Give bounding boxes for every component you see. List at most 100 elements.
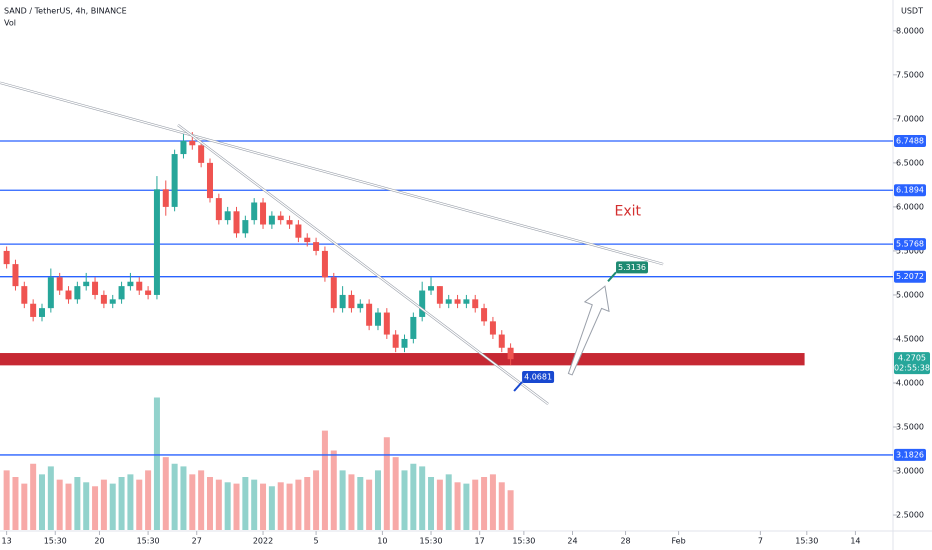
volume-bar xyxy=(366,479,373,530)
x-tick-label: 15:30 xyxy=(44,537,67,546)
x-tick-label: 24 xyxy=(567,537,577,546)
level-label: 6.1894 xyxy=(896,186,924,195)
level-tag xyxy=(894,238,926,251)
candle-body xyxy=(277,215,284,221)
volume-bar xyxy=(180,466,187,530)
volume-bar xyxy=(233,483,240,530)
candle-body xyxy=(463,299,470,304)
exit-label: Exit xyxy=(614,203,641,219)
candle-body xyxy=(162,189,169,207)
candle-body xyxy=(348,294,355,309)
volume-bar xyxy=(481,477,488,530)
volume-bar xyxy=(12,477,19,530)
volume-bar xyxy=(454,482,461,530)
price-label-pointer xyxy=(513,381,523,392)
candle-body xyxy=(410,316,417,339)
candle-body xyxy=(445,299,452,304)
candle-body xyxy=(472,299,479,309)
volume-bar xyxy=(136,479,143,530)
volume-bar xyxy=(83,482,90,530)
candle-body xyxy=(401,338,408,348)
currency-label: USDT xyxy=(901,7,923,16)
countdown: 02:55:38 xyxy=(894,364,930,373)
candle-body xyxy=(454,299,461,304)
price-label-box xyxy=(616,261,649,274)
level-label: 5.5768 xyxy=(896,240,924,249)
candle-body xyxy=(428,286,435,291)
candle-body xyxy=(233,211,240,234)
price-label-pointer xyxy=(607,271,617,282)
level-label: 6.7488 xyxy=(896,136,924,145)
x-tick-label: 7 xyxy=(758,537,763,546)
candle-body xyxy=(489,321,496,335)
y-tick-label: 5.0000 xyxy=(896,290,924,299)
volume-bar xyxy=(109,483,116,530)
y-tick-label: 4.5000 xyxy=(896,334,924,343)
x-tick-label: 28 xyxy=(620,537,630,546)
candle-body xyxy=(215,198,222,221)
candle-body xyxy=(3,250,10,265)
candle-body xyxy=(74,286,81,300)
candle-body xyxy=(286,220,293,225)
volume-bar xyxy=(463,483,470,530)
x-tick-label: 15:30 xyxy=(512,537,535,546)
candle-body xyxy=(83,281,90,287)
volume-bar xyxy=(330,450,337,530)
candle-body xyxy=(392,334,399,348)
price-label-box xyxy=(522,370,555,383)
last-price-tag xyxy=(894,352,930,375)
volume-bar xyxy=(3,470,10,530)
volume-bar xyxy=(242,477,249,530)
volume-bar xyxy=(286,483,293,530)
arrow xyxy=(567,285,610,376)
volume-bar xyxy=(74,477,81,530)
volume-bar xyxy=(348,474,355,530)
volume-bar xyxy=(118,477,125,530)
volume-bar xyxy=(304,477,311,530)
candle-body xyxy=(366,303,373,326)
volume-bar xyxy=(171,463,178,530)
y-tick-label: 6.0000 xyxy=(896,202,924,211)
volume-bar xyxy=(215,479,222,530)
volume-bar xyxy=(21,483,28,530)
candle-body xyxy=(171,154,178,207)
candle-body xyxy=(224,211,231,221)
candle-body xyxy=(436,286,443,304)
volume-bar xyxy=(189,474,196,530)
support-zone xyxy=(0,353,805,366)
volume-bar xyxy=(401,470,408,530)
y-tick-label: 3.0000 xyxy=(896,467,924,476)
candle-body xyxy=(357,303,364,309)
x-tick-label: 14 xyxy=(850,537,860,546)
candle-body xyxy=(481,308,488,322)
x-tick-label: 2022 xyxy=(253,537,273,546)
y-tick-label: 5.5000 xyxy=(896,246,924,255)
candle-body xyxy=(153,189,160,295)
volume-bar xyxy=(313,470,320,530)
x-tick-label: 17 xyxy=(475,537,485,546)
x-tick-label: 10 xyxy=(377,537,387,546)
level-label: 5.2072 xyxy=(896,272,924,281)
price-label: 4.0681 xyxy=(524,372,552,381)
y-tick-label: 2.5000 xyxy=(896,511,924,520)
candle-body xyxy=(419,290,426,317)
candle-body xyxy=(65,290,72,300)
candle-body xyxy=(118,286,125,300)
candle-body xyxy=(145,290,152,295)
candle-body xyxy=(180,140,187,155)
last-price: 4.2705 xyxy=(898,354,926,363)
volume-bar xyxy=(321,430,328,530)
candle-body xyxy=(100,294,107,304)
candle-body xyxy=(189,140,196,146)
y-tick-label: 4.0000 xyxy=(896,378,924,387)
candle-body xyxy=(374,312,381,326)
x-tick-label: 27 xyxy=(192,537,202,546)
candle-body xyxy=(260,202,267,225)
volume-bar xyxy=(127,474,134,530)
level-tag xyxy=(894,184,926,197)
candle-body xyxy=(498,334,505,348)
volume-bar xyxy=(268,486,275,530)
volume-bar xyxy=(507,490,514,530)
volume-bar xyxy=(251,479,258,530)
